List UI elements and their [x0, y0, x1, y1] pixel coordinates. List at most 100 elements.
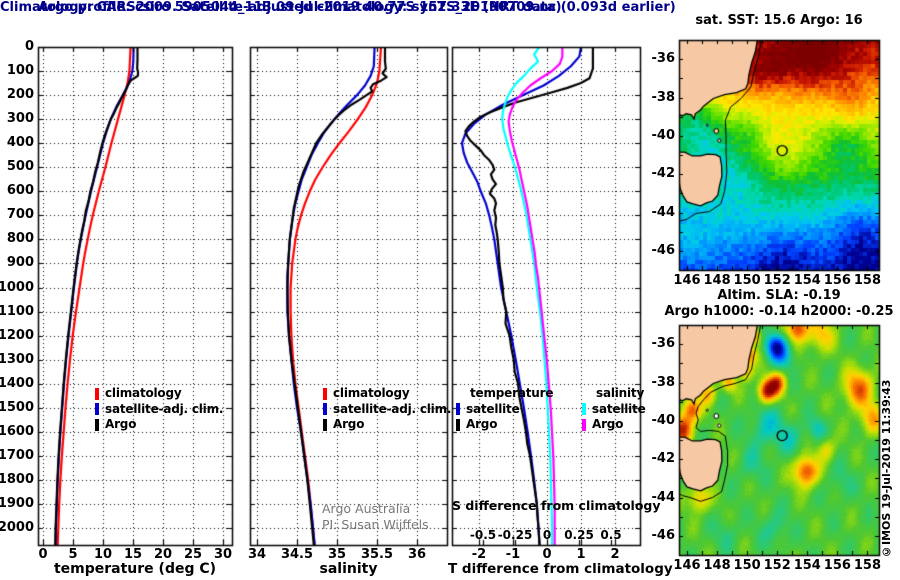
satellite-clim-line-swatch: [323, 403, 327, 416]
legend-item-climatology: climatology: [323, 386, 451, 402]
tick-label: -46: [651, 242, 676, 258]
legend-item-satellite-adj-clim: satellite-adj. clim.: [95, 402, 223, 418]
tick-label: 36: [407, 547, 427, 562]
tick-label: -42: [651, 451, 676, 467]
legend-group-header: salinity: [596, 386, 645, 400]
t-satellite-line-swatch: [456, 403, 460, 416]
tick-label: 158: [853, 558, 882, 573]
tick-label: 1000: [0, 279, 34, 295]
tick-label: 154: [793, 273, 821, 288]
tick-label: 1700: [0, 447, 34, 463]
tick-label: 158: [853, 273, 882, 288]
tick-label: 700: [6, 207, 34, 223]
tick-label: 500: [6, 159, 34, 175]
salinity-panel-legend: climatology satellite-adj. clim. Argo: [323, 386, 451, 433]
tick-label: 146: [673, 273, 701, 288]
s-satellite-line-swatch: [582, 403, 586, 416]
t-difference-axis-label: T difference from climatology: [448, 561, 673, 577]
tick-label: 35: [327, 547, 347, 562]
tick-label: -42: [651, 166, 676, 182]
tick-label: 34: [247, 547, 267, 562]
tick-label: 600: [6, 183, 34, 199]
tick-label: 1100: [0, 303, 34, 319]
tick-label: 34.5: [280, 547, 314, 562]
tick-label: 1200: [0, 327, 34, 343]
tick-label: -38: [651, 89, 676, 105]
tick-label: 30: [213, 547, 233, 562]
tick-label: 35.5: [360, 547, 394, 562]
tick-label: 0: [542, 547, 552, 562]
difference-panel-legend-temperature: temperature satellite Argo: [456, 386, 553, 433]
tick-label: 0.5: [600, 528, 622, 542]
legend-label: satellite-adj. clim.: [333, 401, 452, 416]
tick-label: 1300: [0, 351, 34, 367]
figure-title-line1: Argo profile: csiro 5905044_113 09-Jul-2…: [38, 0, 562, 15]
climatology-line-swatch: [323, 387, 327, 400]
temperature-panel-legend: climatology satellite-adj. clim. Argo: [95, 386, 223, 433]
tick-label: -46: [651, 527, 676, 543]
satellite-clim-line-swatch: [95, 403, 99, 416]
tick-label: 25: [183, 547, 203, 562]
annotation-line2: PI: Susan Wijffels: [322, 517, 429, 532]
tick-label: 150: [733, 558, 761, 573]
imos-credit: ©IMOS 19-Jul-2019 11:39:43: [880, 379, 893, 558]
legend-item-satellite-adj-clim: satellite-adj. clim.: [323, 402, 451, 418]
tick-label: 1500: [0, 399, 34, 415]
legend-item-argo: Argo: [95, 417, 223, 433]
tick-label: 1400: [0, 375, 34, 391]
legend-label: satellite: [466, 401, 520, 416]
tick-label: 20: [153, 547, 173, 562]
argo-line-swatch: [323, 418, 327, 431]
legend-item-argo: Argo: [323, 417, 451, 433]
tick-label: 156: [823, 558, 851, 573]
legend-label: Argo: [333, 417, 365, 431]
tick-label: -0.5: [469, 528, 497, 542]
tick-label: 148: [703, 558, 731, 573]
sla-map-title-line2: Argo h1000: -0.14 h2000: -0.25: [664, 304, 894, 319]
tick-label: -44: [651, 204, 676, 220]
tick-label: 0: [38, 547, 48, 562]
tick-label: -38: [651, 374, 676, 390]
s-difference-axis-label: S difference from climatology: [452, 498, 661, 513]
tick-label: 100: [6, 63, 34, 79]
legend-item-s-satellite: satellite: [582, 402, 646, 418]
tick-label: 15: [123, 547, 143, 562]
legend-item-s-argo: Argo: [582, 417, 646, 433]
tick-label: 1800: [0, 471, 34, 487]
tick-label: -1: [505, 547, 521, 562]
tick-label: 900: [6, 255, 34, 271]
tick-label: 0.25: [564, 528, 594, 542]
legend-item-t-argo: Argo: [456, 417, 553, 433]
legend-label: Argo: [592, 417, 624, 431]
data-source-annotation: Argo Australia PI: Susan Wijffels: [322, 501, 429, 533]
figure-title-line2: Climatology: CARS2009. Satellite-adjuste…: [0, 0, 676, 15]
argo-line-swatch: [95, 418, 99, 431]
legend-group-header: temperature: [470, 386, 554, 400]
legend-label: Argo: [466, 417, 498, 431]
s-argo-line-swatch: [582, 418, 586, 431]
tick-label: -0.25: [497, 528, 533, 542]
tick-label: 1600: [0, 423, 34, 439]
tick-label: 200: [6, 87, 34, 103]
tick-label: 0: [542, 528, 552, 542]
legend-label: climatology: [333, 386, 410, 400]
temperature-axis-label: temperature (deg C): [53, 561, 217, 577]
tick-label: 1: [576, 547, 586, 562]
difference-panel-legend-salinity: salinity satellite Argo: [582, 386, 646, 433]
tick-label: 1900: [0, 495, 34, 511]
sst-map-title: sat. SST: 15.6 Argo: 16: [695, 13, 863, 28]
legend-label: satellite-adj. clim.: [105, 401, 224, 416]
legend-label: Argo: [105, 417, 137, 431]
salinity-axis-label: salinity: [319, 561, 378, 577]
legend-item-climatology: climatology: [95, 386, 223, 402]
tick-label: 5: [68, 547, 78, 562]
tick-label: 2000: [0, 520, 34, 535]
tick-label: 156: [823, 273, 851, 288]
tick-label: 300: [6, 111, 34, 127]
tick-label: 146: [673, 558, 701, 573]
tick-label: 150: [733, 273, 761, 288]
tick-label: 0: [24, 39, 34, 54]
tick-label: -2: [471, 547, 487, 562]
